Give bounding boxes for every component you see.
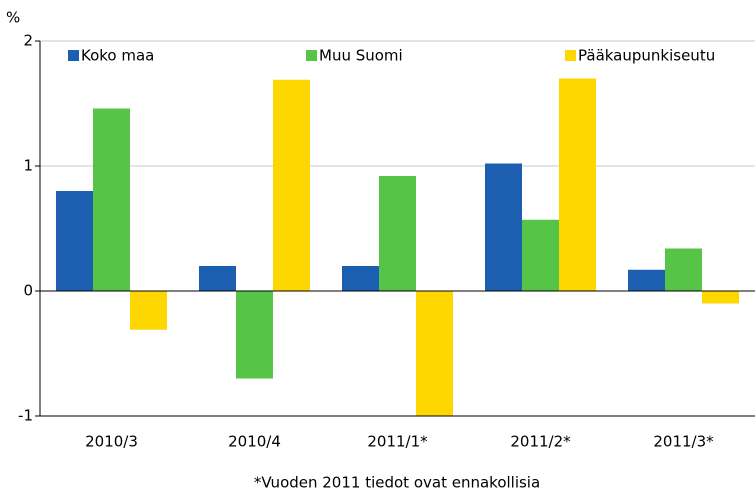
- bar: [416, 291, 453, 416]
- bar: [665, 248, 702, 291]
- y-tick-label: 1: [23, 157, 33, 175]
- bar: [236, 291, 273, 379]
- bar: [342, 266, 379, 291]
- y-tick-label: 0: [23, 282, 33, 300]
- x-tick-label: 2011/3*: [653, 433, 714, 451]
- y-tick-label: -1: [18, 407, 33, 425]
- legend-label: Muu Suomi: [319, 47, 403, 65]
- bar: [273, 79, 310, 291]
- legend-label: Pääkaupunkiseutu: [578, 47, 715, 65]
- legend-swatch: [306, 50, 317, 61]
- bar: [93, 108, 130, 291]
- bar: [702, 291, 739, 304]
- y-tick-label: 2: [23, 32, 33, 50]
- y-axis-label: %: [6, 9, 20, 27]
- bar: [56, 191, 93, 291]
- legend-label: Koko maa: [81, 47, 154, 65]
- bar: [130, 291, 167, 330]
- bar: [199, 266, 236, 291]
- footnote: *Vuoden 2011 tiedot ovat ennakollisia: [254, 474, 540, 492]
- bar: [485, 163, 522, 291]
- bar: [522, 219, 559, 291]
- x-tick-label: 2011/2*: [510, 433, 571, 451]
- x-tick-label: 2010/3: [85, 433, 138, 451]
- bar: [559, 78, 596, 291]
- x-tick-label: 2011/1*: [367, 433, 428, 451]
- bar: [628, 269, 665, 291]
- legend-swatch: [68, 50, 79, 61]
- bar: [379, 176, 416, 291]
- x-tick-label: 2010/4: [228, 433, 281, 451]
- legend-swatch: [565, 50, 576, 61]
